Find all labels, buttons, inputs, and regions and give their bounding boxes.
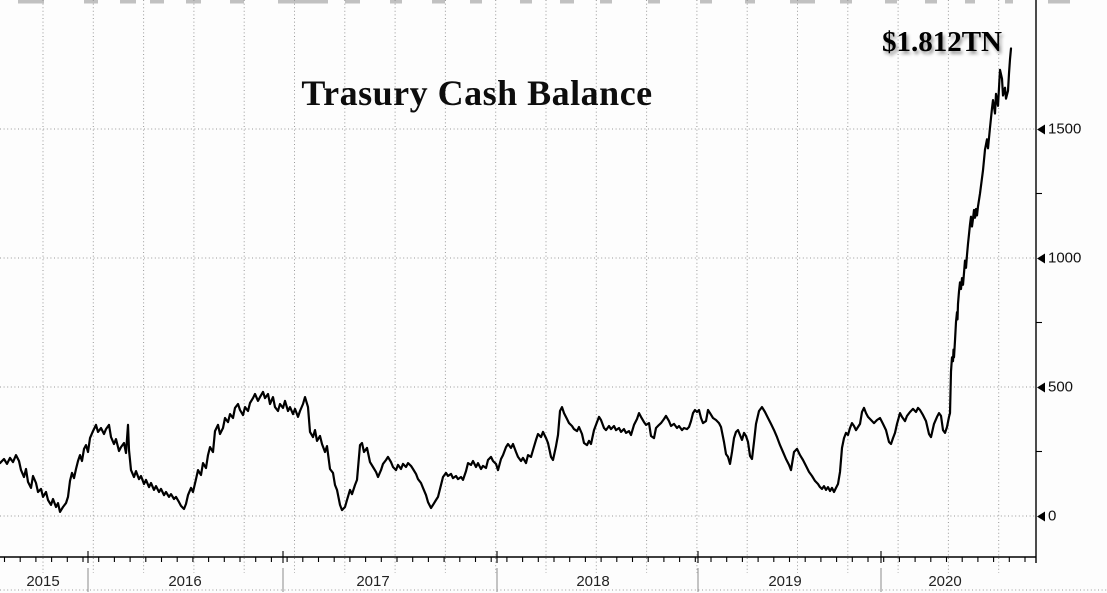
cropped-toolbar-artifact	[648, 0, 660, 4]
x-axis-label-2016: 2016	[168, 573, 202, 590]
cropped-toolbar-artifact	[965, 0, 975, 4]
x-axis-label-2019: 2019	[768, 573, 802, 590]
x-axis-label-2020: 2020	[928, 573, 962, 590]
cropped-toolbar-artifact	[470, 0, 482, 4]
cropped-toolbar-artifact	[18, 0, 44, 4]
y-axis-label-1000: 1000	[1037, 250, 1081, 267]
cropped-toolbar-artifact	[925, 0, 937, 4]
cropped-toolbar-artifact	[186, 0, 201, 4]
cropped-toolbar-artifact	[432, 0, 445, 4]
y-axis-label-1500: 1500	[1037, 121, 1081, 138]
value-annotation: $1.812TN	[881, 26, 1002, 58]
y-axis-label-500: 500	[1037, 379, 1073, 396]
cropped-toolbar-artifact	[278, 0, 328, 4]
tick-arrow-icon	[1037, 382, 1045, 392]
cropped-toolbar-artifact	[600, 0, 612, 4]
cropped-toolbar-artifact	[790, 0, 815, 4]
cropped-toolbar-artifact	[345, 0, 360, 4]
x-axis-label-2018: 2018	[576, 573, 610, 590]
cropped-toolbar-artifact	[150, 0, 164, 4]
y-axis-label-text: 1500	[1048, 120, 1082, 138]
cropped-toolbar-artifact	[700, 0, 712, 4]
cash-balance-line	[0, 47, 1013, 513]
x-axis-label-2015: 2015	[26, 573, 60, 590]
y-axis-label-text: 1000	[1048, 249, 1082, 267]
cropped-toolbar-artifact	[84, 0, 98, 4]
cropped-toolbar-artifact	[1048, 0, 1070, 4]
tick-arrow-icon	[1037, 253, 1045, 263]
y-axis-label-text: 500	[1048, 378, 1074, 396]
y-axis-label-0: 0	[1037, 508, 1056, 525]
tick-arrow-icon	[1037, 124, 1045, 134]
cropped-toolbar-artifact	[390, 0, 402, 4]
y-axis-label-text: 0	[1048, 507, 1057, 525]
cropped-toolbar-artifact	[1005, 0, 1013, 4]
cropped-toolbar-artifact	[520, 0, 532, 4]
x-axis-label-2017: 2017	[356, 573, 390, 590]
cropped-toolbar-artifact	[745, 0, 755, 4]
cropped-toolbar-artifact	[840, 0, 852, 4]
cropped-toolbar-artifact	[885, 0, 897, 4]
cropped-toolbar-artifact	[560, 0, 574, 4]
chart-title: Trasury Cash Balance	[301, 73, 653, 113]
tick-arrow-icon	[1037, 511, 1045, 521]
cropped-toolbar-artifact	[120, 0, 136, 4]
cropped-toolbar-artifact	[230, 0, 244, 4]
